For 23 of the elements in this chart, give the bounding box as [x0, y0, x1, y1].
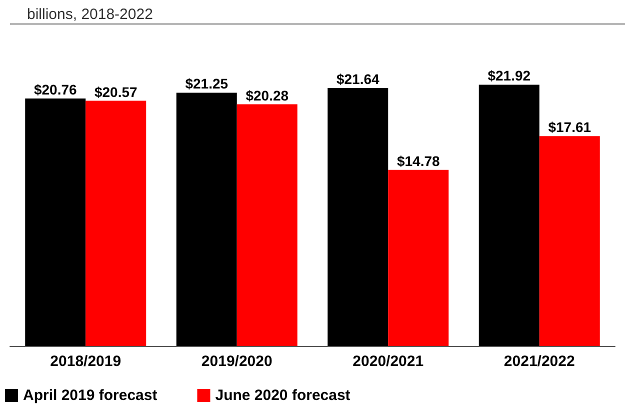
data-label: $21.64 — [336, 71, 380, 88]
bar — [86, 100, 146, 346]
bar — [236, 104, 298, 346]
legend-label: April 2019 forecast — [23, 387, 158, 404]
x-tick-label: 2020/2021 — [352, 353, 424, 370]
data-label: $21.92 — [488, 68, 531, 84]
bar — [388, 170, 449, 346]
legend-label: June 2020 forecast — [215, 387, 350, 404]
data-label: $21.25 — [185, 76, 228, 92]
bar — [478, 84, 540, 346]
data-label: $20.76 — [34, 82, 77, 98]
x-tick-label: 2019/2020 — [201, 353, 272, 370]
x-tick-label: 2018/2019 — [50, 353, 122, 370]
bar — [25, 98, 86, 346]
bar — [176, 92, 237, 346]
chart-subtitle: billions, 2018-2022 — [27, 6, 153, 23]
data-label: $20.57 — [94, 84, 138, 100]
x-tick-label: 2021/2022 — [504, 353, 575, 370]
bar — [328, 88, 388, 346]
bar — [539, 136, 600, 346]
data-label: $14.78 — [396, 152, 440, 169]
data-label: $17.61 — [548, 119, 592, 136]
data-label: $20.28 — [246, 87, 289, 104]
